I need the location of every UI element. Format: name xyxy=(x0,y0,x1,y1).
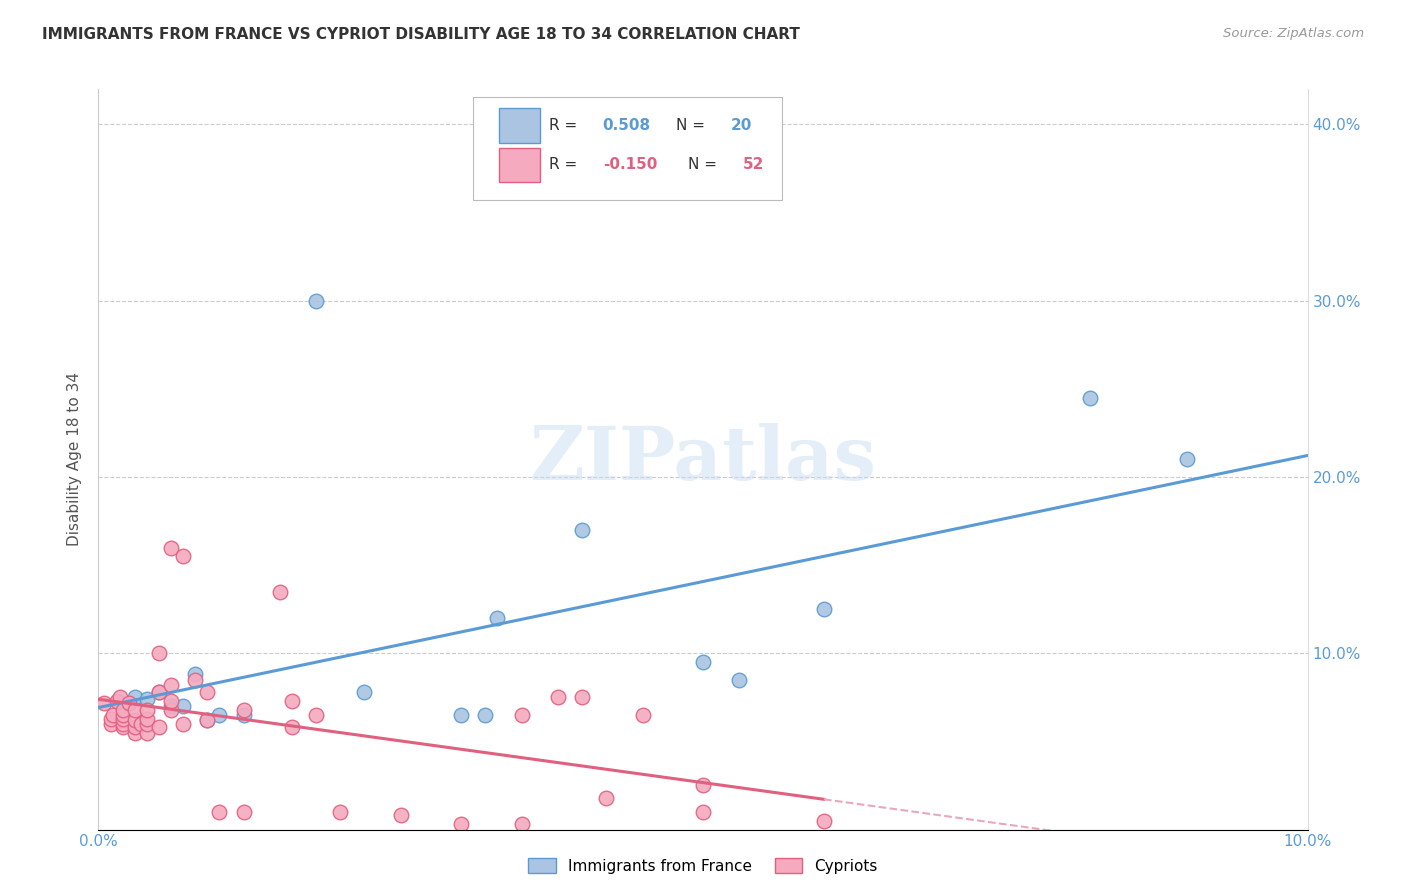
Point xyxy=(135,725,157,739)
Point xyxy=(208,708,231,723)
Point xyxy=(1175,452,1198,467)
Point xyxy=(571,523,593,537)
Point xyxy=(135,716,157,731)
Point xyxy=(100,712,122,726)
Legend: Immigrants from France, Cypriots: Immigrants from France, Cypriots xyxy=(522,852,884,880)
Point xyxy=(353,685,375,699)
Text: R =: R = xyxy=(550,157,582,172)
Point xyxy=(124,713,146,727)
Point xyxy=(728,673,751,687)
Point xyxy=(111,716,134,731)
Point xyxy=(172,716,194,731)
Point xyxy=(510,817,533,831)
Point xyxy=(160,541,183,555)
Point xyxy=(305,708,328,723)
Point xyxy=(160,678,183,692)
Point xyxy=(124,703,146,717)
Point xyxy=(124,690,146,705)
Point xyxy=(232,805,254,819)
Text: Source: ZipAtlas.com: Source: ZipAtlas.com xyxy=(1223,27,1364,40)
Point xyxy=(160,694,183,708)
Point xyxy=(135,692,157,706)
Point xyxy=(813,814,835,828)
Point xyxy=(595,790,617,805)
Point xyxy=(329,805,352,819)
Point xyxy=(111,720,134,734)
Point xyxy=(93,696,115,710)
Point xyxy=(111,703,134,717)
Point xyxy=(135,703,157,717)
Point xyxy=(692,779,714,793)
Text: N =: N = xyxy=(689,157,723,172)
Point xyxy=(305,293,328,308)
Point xyxy=(281,694,304,708)
Point xyxy=(195,713,218,727)
Point xyxy=(547,690,569,705)
Text: -0.150: -0.150 xyxy=(603,157,657,172)
Point xyxy=(105,694,128,708)
Point xyxy=(148,685,170,699)
Point xyxy=(184,667,207,681)
Text: 0.508: 0.508 xyxy=(603,118,651,133)
Point xyxy=(510,708,533,723)
FancyBboxPatch shape xyxy=(474,96,782,201)
Text: 20: 20 xyxy=(731,118,752,133)
Point xyxy=(631,708,654,723)
FancyBboxPatch shape xyxy=(499,148,540,182)
Point xyxy=(148,646,170,660)
Point xyxy=(108,690,131,705)
Point xyxy=(135,712,157,726)
Y-axis label: Disability Age 18 to 34: Disability Age 18 to 34 xyxy=(67,372,83,547)
Point xyxy=(232,703,254,717)
Point xyxy=(172,549,194,564)
Point xyxy=(450,708,472,723)
Point xyxy=(111,708,134,723)
Point xyxy=(571,690,593,705)
Text: R =: R = xyxy=(550,118,582,133)
Point xyxy=(160,703,183,717)
Point xyxy=(160,699,183,714)
Point xyxy=(232,708,254,723)
Point xyxy=(692,805,714,819)
Point xyxy=(389,808,412,822)
Text: ZIPatlas: ZIPatlas xyxy=(530,423,876,496)
Point xyxy=(474,708,496,723)
Point xyxy=(184,673,207,687)
Point xyxy=(1078,391,1101,405)
Text: N =: N = xyxy=(676,118,710,133)
Point xyxy=(124,720,146,734)
Point xyxy=(100,716,122,731)
Point xyxy=(118,696,141,710)
Point xyxy=(124,725,146,739)
Point xyxy=(486,611,509,625)
FancyBboxPatch shape xyxy=(499,109,540,143)
Point xyxy=(195,713,218,727)
Text: 52: 52 xyxy=(742,157,765,172)
Point xyxy=(269,584,291,599)
Point xyxy=(172,699,194,714)
Point xyxy=(101,708,124,723)
Point xyxy=(692,655,714,669)
Point xyxy=(129,716,152,731)
Point xyxy=(208,805,231,819)
Text: IMMIGRANTS FROM FRANCE VS CYPRIOT DISABILITY AGE 18 TO 34 CORRELATION CHART: IMMIGRANTS FROM FRANCE VS CYPRIOT DISABI… xyxy=(42,27,800,42)
Point xyxy=(195,685,218,699)
Point xyxy=(813,602,835,616)
Point xyxy=(148,685,170,699)
Point xyxy=(111,712,134,726)
Point xyxy=(450,817,472,831)
Point xyxy=(148,720,170,734)
Point xyxy=(281,720,304,734)
